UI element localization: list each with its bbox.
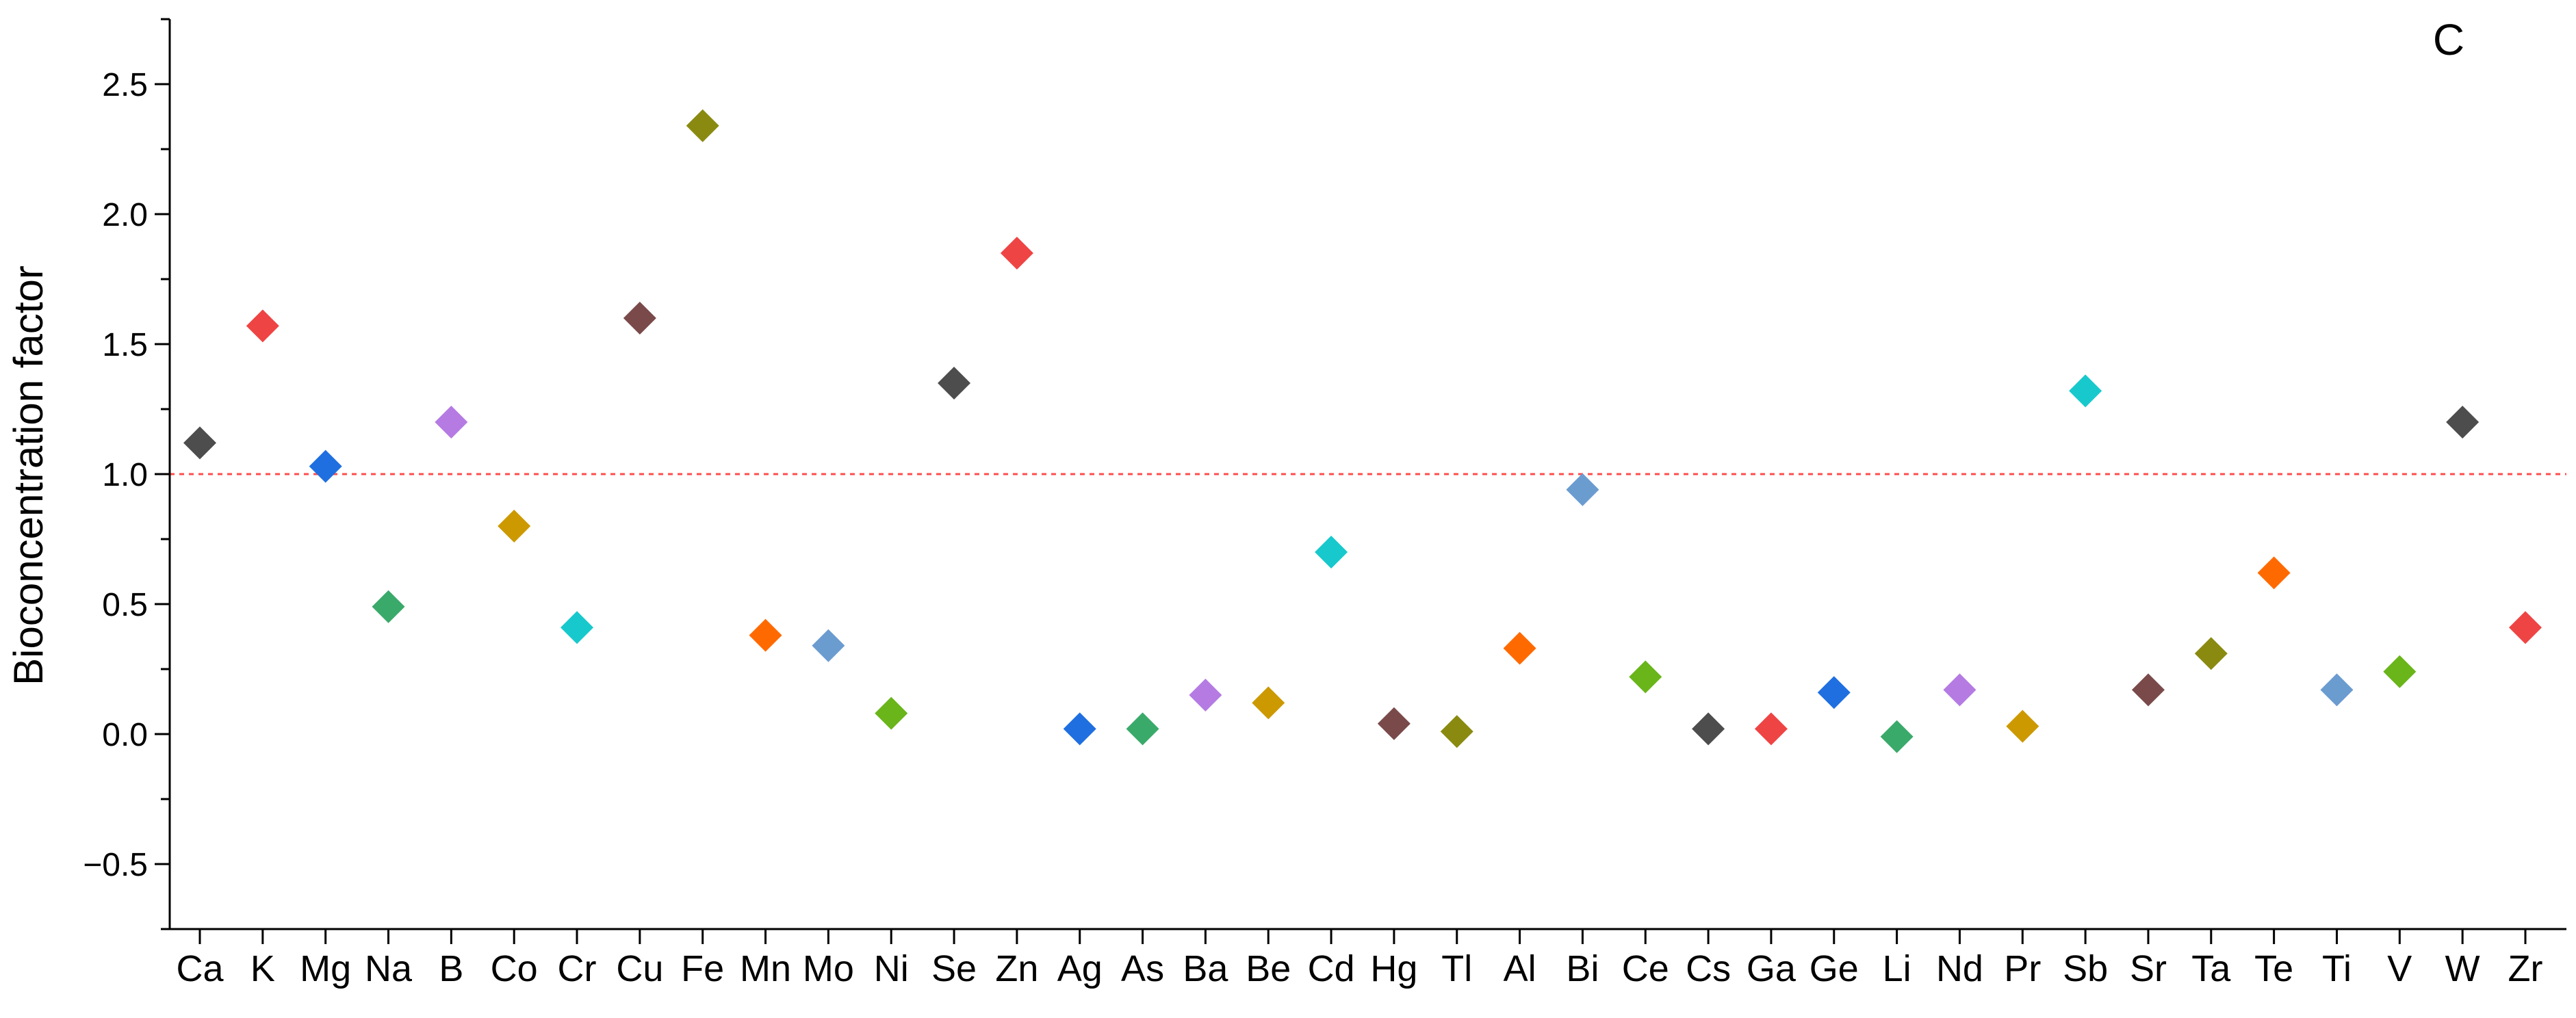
x-tick-label: Li bbox=[1883, 948, 1911, 989]
x-tick-label: Cd bbox=[1308, 948, 1355, 989]
x-tick-label: Se bbox=[931, 948, 977, 989]
data-point-zr bbox=[2509, 611, 2542, 644]
x-tick-label: Ba bbox=[1183, 948, 1228, 989]
x-tick-label: As bbox=[1121, 948, 1164, 989]
data-point-w bbox=[2446, 406, 2480, 439]
x-tick-label: W bbox=[2445, 948, 2480, 989]
data-point-mn bbox=[749, 618, 782, 652]
data-point-ge bbox=[1817, 676, 1851, 709]
x-tick-label: Ni bbox=[874, 948, 909, 989]
x-tick-label: Fe bbox=[681, 948, 724, 989]
data-point-al bbox=[1503, 631, 1536, 665]
x-tick-label: Bi bbox=[1566, 948, 1599, 989]
data-point-v bbox=[2383, 655, 2417, 688]
x-tick-label: Co bbox=[491, 948, 538, 989]
x-tick-label: Mo bbox=[803, 948, 854, 989]
x-tick-label: Ga bbox=[1747, 948, 1796, 989]
x-tick-label: Hg bbox=[1370, 948, 1417, 989]
data-point-nd bbox=[1943, 673, 1976, 707]
y-tick-label: 2.5 bbox=[102, 67, 148, 103]
data-point-co bbox=[498, 510, 531, 543]
x-tick-label: Ge bbox=[1809, 948, 1859, 989]
x-tick-label: Ce bbox=[1622, 948, 1669, 989]
y-axis-title: Bioconcentration factor bbox=[5, 265, 51, 686]
data-point-ba bbox=[1189, 679, 1222, 712]
x-tick-label: Cu bbox=[616, 948, 663, 989]
x-tick-label: Ca bbox=[176, 948, 224, 989]
data-point-hg bbox=[1377, 707, 1411, 740]
tick-labels: −0.5 0.0 0.5 1.0 1.5 2.0 2.5 Ca K Mg Na B Co Cr Cu Fe Mn… bbox=[83, 67, 2542, 989]
data-point-ni bbox=[875, 696, 908, 730]
x-tick-label: Zr bbox=[2508, 948, 2543, 989]
data-point-te bbox=[2257, 556, 2291, 590]
data-point-ga bbox=[1754, 712, 1788, 746]
x-tick-label: Mn bbox=[740, 948, 791, 989]
x-tick-label: Mg bbox=[300, 948, 351, 989]
data-point-na bbox=[372, 590, 405, 623]
data-point-cu bbox=[623, 302, 656, 335]
x-tick-label: Pr bbox=[2004, 948, 2041, 989]
y-tick-label: 1.0 bbox=[102, 457, 148, 493]
data-point-tl bbox=[1440, 715, 1473, 748]
data-point-cd bbox=[1315, 536, 1348, 569]
x-tick-label: Al bbox=[1504, 948, 1536, 989]
x-tick-label: Ta bbox=[2191, 948, 2231, 989]
data-point-as bbox=[1126, 712, 1159, 746]
x-tick-label: Be bbox=[1246, 948, 1291, 989]
data-point-k bbox=[246, 309, 279, 343]
data-point-be bbox=[1252, 686, 1285, 720]
x-tick-label: Sb bbox=[2063, 948, 2108, 989]
x-tick-label: Zn bbox=[995, 948, 1038, 989]
data-point-sb bbox=[2069, 374, 2102, 408]
data-point-ta bbox=[2194, 637, 2228, 670]
x-tick-label: Ti bbox=[2322, 948, 2352, 989]
x-tick-label: B bbox=[439, 948, 463, 989]
y-tick-label: −0.5 bbox=[83, 847, 148, 883]
x-tick-label: Tl bbox=[1441, 948, 1472, 989]
data-point-zn bbox=[1000, 237, 1033, 270]
data-point-cs bbox=[1692, 712, 1725, 746]
data-point-ti bbox=[2320, 673, 2354, 707]
y-tick-label: 1.5 bbox=[102, 327, 148, 363]
data-point-bi bbox=[1566, 473, 1599, 506]
x-tick-label: K bbox=[250, 948, 275, 989]
y-tick-label: 2.0 bbox=[102, 197, 148, 233]
data-point-mo bbox=[812, 629, 845, 662]
data-point-mg bbox=[309, 449, 342, 483]
x-tick-label: Sr bbox=[2130, 948, 2167, 989]
x-tick-label: Na bbox=[365, 948, 413, 989]
data-point-li bbox=[1880, 720, 1914, 753]
y-tick-label: 0.0 bbox=[102, 717, 148, 753]
x-tick-label: Ag bbox=[1057, 948, 1103, 989]
data-point-fe bbox=[686, 109, 719, 142]
x-tick-label: Nd bbox=[1936, 948, 1983, 989]
data-point-b bbox=[435, 406, 468, 439]
x-tick-label: Cr bbox=[558, 948, 597, 989]
x-tick-label: Cs bbox=[1686, 948, 1731, 989]
data-point-pr bbox=[2006, 709, 2039, 743]
data-point-cr bbox=[561, 611, 594, 644]
x-tick-label: Te bbox=[2254, 948, 2293, 989]
data-point-ca bbox=[183, 426, 216, 460]
axes bbox=[155, 18, 2566, 944]
y-tick-label: 0.5 bbox=[102, 587, 148, 623]
data-point-ce bbox=[1629, 660, 1662, 694]
data-point-sr bbox=[2131, 673, 2165, 707]
panel-label: C bbox=[2433, 15, 2464, 64]
data-points bbox=[183, 109, 2542, 753]
x-tick-label: V bbox=[2387, 948, 2412, 989]
data-point-se bbox=[938, 367, 971, 400]
data-point-ag bbox=[1063, 712, 1096, 746]
